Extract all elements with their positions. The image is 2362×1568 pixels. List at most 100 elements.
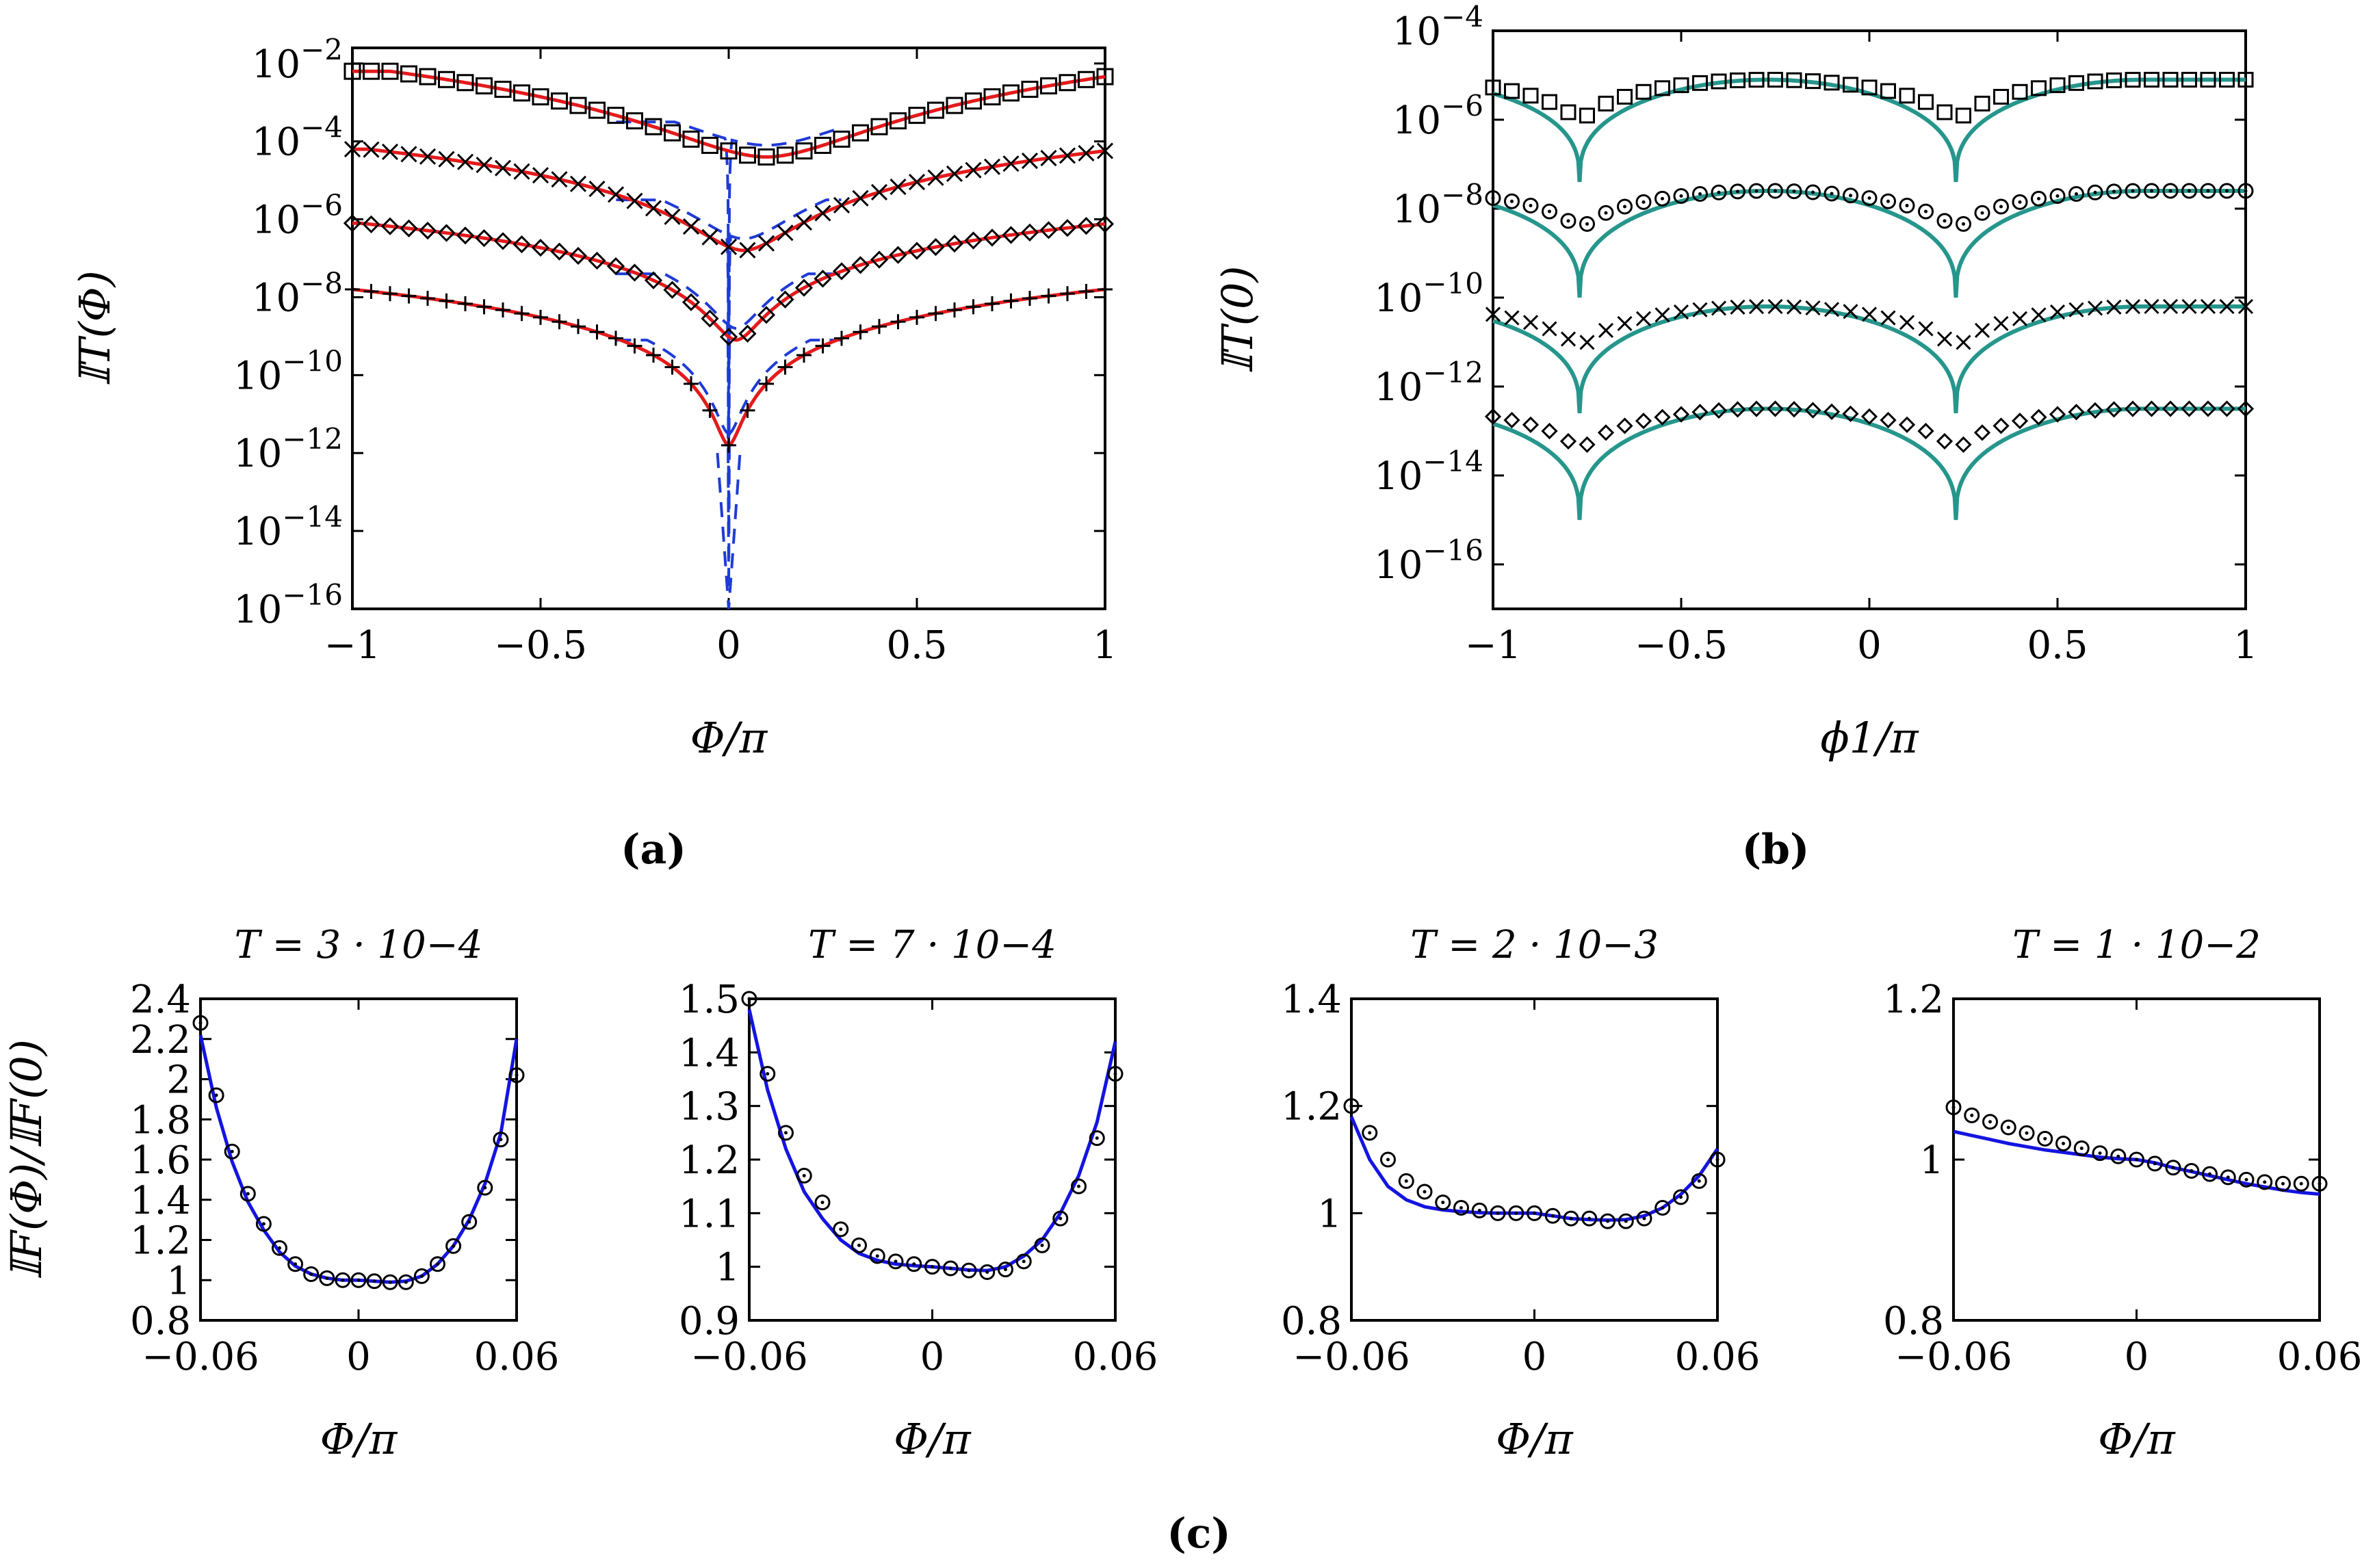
data-marker: [890, 314, 906, 330]
data-marker: [1654, 1200, 1671, 1216]
data-marker: [419, 148, 437, 165]
data-marker: [983, 88, 1001, 106]
data-marker-dot: [802, 1174, 806, 1177]
data-marker: [1673, 304, 1689, 320]
data-marker: [398, 1274, 414, 1290]
data-marker-dot: [499, 1138, 503, 1142]
data-marker: [2181, 183, 2197, 199]
data-marker: [1522, 416, 1540, 433]
data-marker: [814, 1194, 831, 1211]
data-marker: [2037, 1130, 2053, 1147]
data-marker-dot: [2299, 1181, 2303, 1186]
y-tick-label-base: 10: [233, 354, 282, 398]
data-marker: [343, 62, 361, 80]
data-marker: [778, 1125, 794, 1141]
data-marker: [2073, 1140, 2090, 1157]
data-marker: [1880, 310, 1896, 326]
data-marker: [1635, 194, 1652, 210]
y-tick-label: 0.8: [130, 1299, 191, 1344]
data-marker: [2049, 406, 2066, 423]
data-marker: [512, 235, 531, 254]
data-marker-dot: [1459, 1206, 1463, 1210]
data-marker: [1560, 213, 1576, 229]
chart-c4: −0.06 0 0.06 0.8 1 1.2 Φ/π T = 1 · 10−2: [1883, 923, 2362, 1464]
data-marker: [1748, 400, 1765, 417]
data-marker-dot: [1988, 1120, 1992, 1124]
data-marker: [1542, 94, 1557, 110]
y-tick-label-exp: −4: [1441, 0, 1483, 34]
data-marker: [2183, 1162, 2200, 1179]
data-marker: [1730, 72, 1745, 88]
data-marker: [983, 158, 1001, 175]
y-tick-label: 10−8: [252, 266, 343, 320]
data-marker: [400, 219, 418, 237]
data-marker: [381, 143, 399, 160]
data-marker-dot: [1510, 199, 1514, 203]
data-marker: [1691, 1173, 1707, 1189]
data-marker: [1060, 286, 1075, 302]
data-marker: [1579, 107, 1595, 124]
data-marker: [645, 200, 662, 217]
data-marker: [430, 1256, 445, 1272]
data-marker: [1955, 436, 1972, 454]
y-tick-label-exp: −14: [282, 500, 343, 534]
data-marker: [2220, 1169, 2236, 1186]
data-marker: [961, 1262, 977, 1279]
data-marker: [757, 148, 775, 166]
data-marker: [1041, 288, 1056, 304]
y-tick-label-exp: −16: [282, 578, 343, 612]
data-marker: [1824, 185, 1840, 202]
data-marker: [1071, 1178, 1087, 1194]
data-marker: [1918, 321, 1934, 337]
series-crosses: [343, 140, 1114, 449]
data-marker: [1579, 335, 1595, 350]
x-tick-label: −0.06: [1895, 1335, 2012, 1379]
data-marker-dot: [1550, 1214, 1555, 1218]
chart-title: T = 3 · 10−4: [235, 923, 483, 967]
data-marker: [701, 228, 718, 246]
data-marker: [1485, 190, 1501, 207]
data-marker: [927, 169, 944, 186]
data-marker: [363, 62, 380, 80]
y-tick-label-exp: −16: [1423, 534, 1483, 567]
y-tick-label-base: 10: [1392, 99, 1441, 143]
data-marker: [571, 319, 586, 335]
y-tick-label: 2.2: [130, 1018, 191, 1062]
data-marker: [533, 309, 548, 325]
data-marker: [1058, 219, 1077, 237]
data-marker: [1039, 221, 1058, 239]
data-marker-dot: [341, 1278, 345, 1282]
data-marker: [2110, 1148, 2127, 1164]
data-marker-dot: [1867, 196, 1871, 200]
y-tick-label: 0.8: [1281, 1299, 1342, 1344]
data-marker: [852, 124, 869, 142]
data-marker: [1711, 184, 1727, 200]
data-marker: [1527, 1205, 1542, 1221]
data-marker: [1843, 304, 1858, 319]
data-marker: [1654, 408, 1671, 426]
data-marker: [1729, 401, 1746, 418]
y-tick-label: 1: [166, 1259, 191, 1303]
data-marker: [1563, 1210, 1579, 1227]
data-marker: [1002, 226, 1020, 244]
data-marker-dot: [2263, 1180, 2267, 1184]
data-marker: [1040, 77, 1057, 94]
data-marker: [682, 130, 700, 148]
panel-label-b: (b): [1742, 826, 1810, 874]
data-marker-dot: [985, 1270, 989, 1274]
data-marker: [438, 151, 455, 168]
data-marker-dot: [2075, 192, 2078, 196]
data-marker: [1673, 77, 1689, 94]
data-marker-dot: [1811, 190, 1815, 194]
fit-curve: [198, 1034, 519, 1284]
data-marker: [890, 112, 907, 130]
data-marker: [2055, 1136, 2071, 1151]
data-marker-dot: [1951, 1106, 1956, 1110]
data-marker: [2237, 298, 2254, 315]
y-tick-label: 1.4: [679, 1031, 740, 1075]
data-marker: [2162, 400, 2179, 417]
data-marker: [760, 1066, 776, 1082]
data-marker: [1504, 83, 1520, 99]
data-marker: [1021, 152, 1039, 170]
